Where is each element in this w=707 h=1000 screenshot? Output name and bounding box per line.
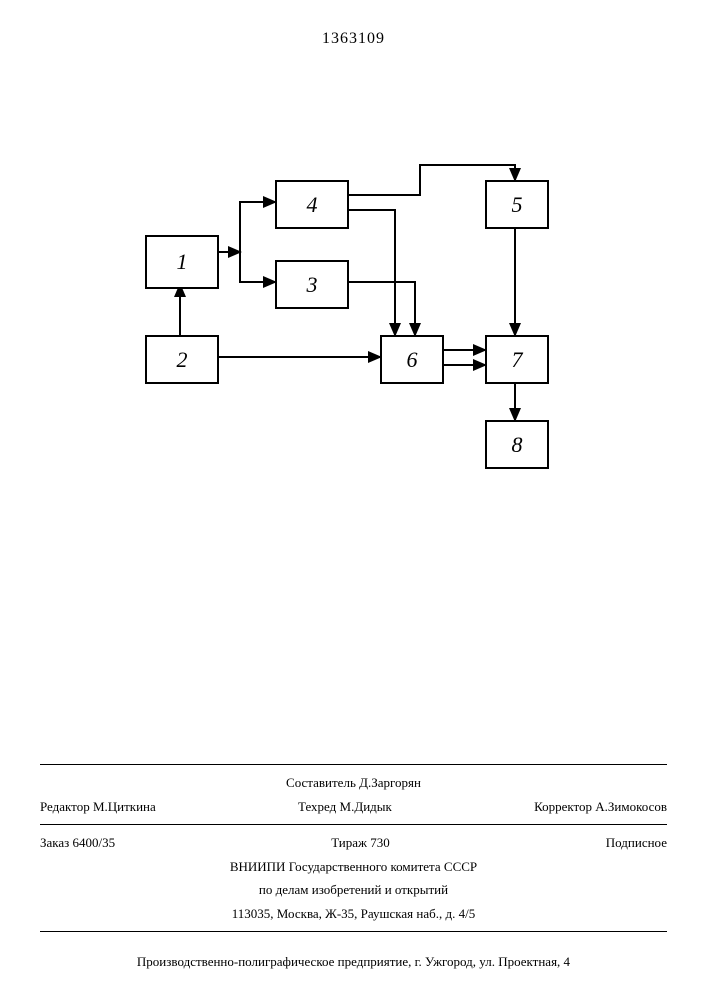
block-1: 1 xyxy=(145,235,219,289)
edge-split-4 xyxy=(240,202,275,252)
order: Заказ 6400/35 xyxy=(40,833,115,853)
credits-row: Редактор М.Циткина Техред М.Дидык Коррек… xyxy=(40,797,667,817)
printer-line: Производственно-полиграфическое предприя… xyxy=(40,954,667,970)
block-2: 2 xyxy=(145,335,219,384)
block-5: 5 xyxy=(485,180,549,229)
circulation: Тираж 730 xyxy=(331,833,390,853)
org-line-2: по делам изобретений и открытий xyxy=(40,880,667,900)
block-6: 6 xyxy=(380,335,444,384)
block-3: 3 xyxy=(275,260,349,309)
edge-split-3 xyxy=(240,252,275,282)
rule xyxy=(40,824,667,825)
rule xyxy=(40,764,667,765)
block-4: 4 xyxy=(275,180,349,229)
editor: Редактор М.Циткина xyxy=(40,797,156,817)
corrector: Корректор А.Зимокосов xyxy=(534,797,667,817)
compiler-line: Составитель Д.Заргорян xyxy=(40,773,667,793)
rule xyxy=(40,931,667,932)
edge-4-6 xyxy=(345,210,395,335)
subscription: Подписное xyxy=(606,833,667,853)
order-row: Заказ 6400/35 Тираж 730 Подписное xyxy=(40,833,667,853)
block-diagram xyxy=(0,0,707,500)
tech: Техред М.Дидык xyxy=(298,797,392,817)
edge-3-6 xyxy=(345,282,415,335)
block-7: 7 xyxy=(485,335,549,384)
footer-block: Составитель Д.Заргорян Редактор М.Циткин… xyxy=(40,756,667,940)
address-line: 113035, Москва, Ж-35, Раушская наб., д. … xyxy=(40,904,667,924)
org-line-1: ВНИИПИ Государственного комитета СССР xyxy=(40,857,667,877)
block-8: 8 xyxy=(485,420,549,469)
